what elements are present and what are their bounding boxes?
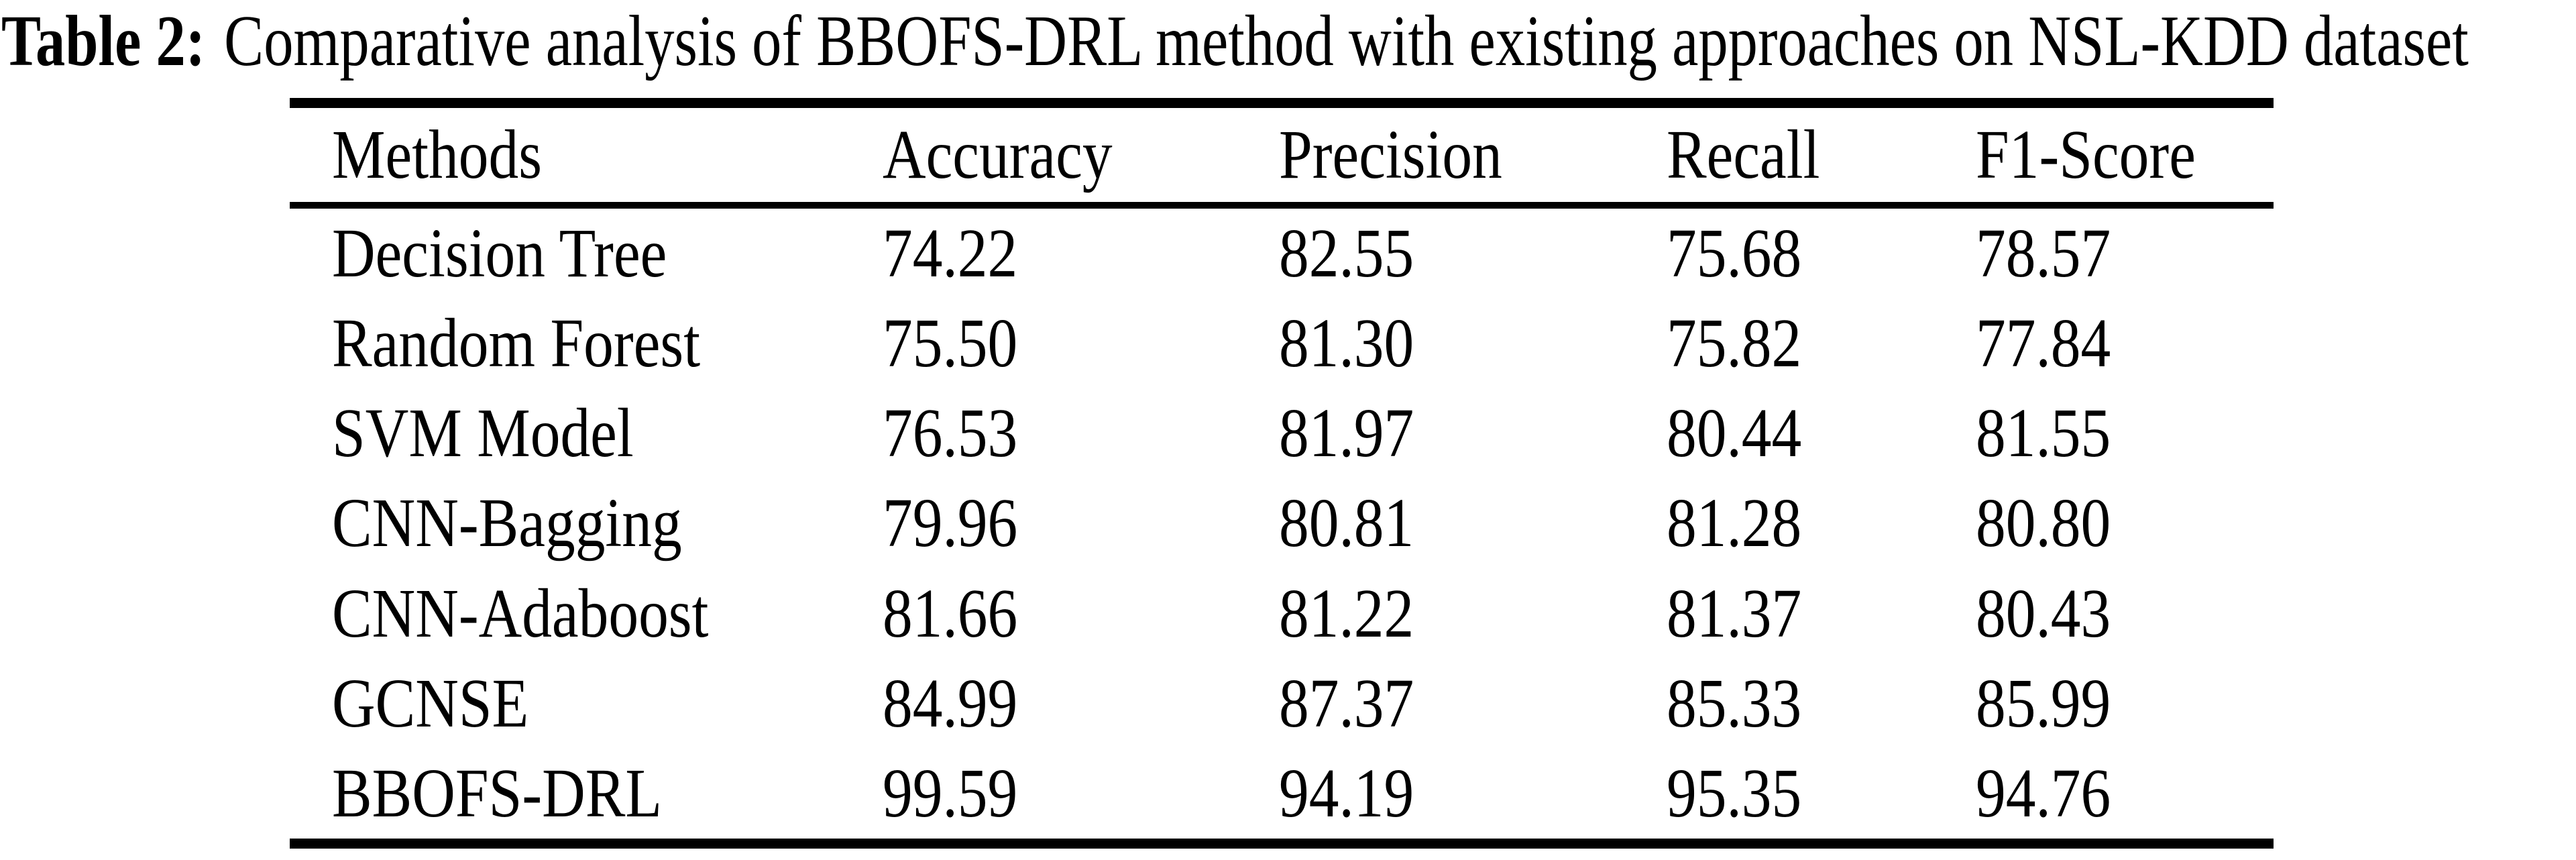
- column-header-precision: Precision: [1279, 116, 1502, 193]
- results-table: Methods Accuracy Precision Recall F1-Sco…: [290, 98, 2274, 849]
- table-row: CNN-Adaboost 81.66 81.22 81.37 80.43: [290, 569, 2274, 659]
- accuracy-cell: 81.66: [883, 574, 1018, 652]
- f1score-cell: 81.55: [1976, 394, 2111, 472]
- precision-cell: 94.19: [1279, 754, 1414, 832]
- precision-cell: 87.37: [1279, 664, 1414, 742]
- table-row: BBOFS-DRL 99.59 94.19 95.35 94.76: [290, 749, 2274, 839]
- f1score-cell: 80.43: [1976, 574, 2111, 652]
- table-row: Decision Tree 74.22 82.55 75.68 78.57: [290, 209, 2274, 299]
- precision-cell: 81.97: [1279, 394, 1414, 472]
- recall-cell: 75.82: [1667, 305, 1802, 382]
- accuracy-cell: 79.96: [883, 484, 1018, 562]
- method-cell: BBOFS-DRL: [332, 754, 663, 832]
- column-header-accuracy: Accuracy: [883, 116, 1113, 193]
- recall-cell: 81.28: [1667, 484, 1802, 562]
- table-row: CNN-Bagging 79.96 80.81 81.28 80.80: [290, 478, 2274, 568]
- table-body: Decision Tree 74.22 82.55 75.68 78.57 Ra…: [290, 209, 2274, 839]
- column-header-recall: Recall: [1667, 116, 1820, 193]
- f1score-cell: 94.76: [1976, 754, 2111, 832]
- precision-cell: 81.22: [1279, 574, 1414, 652]
- table-caption-text: Comparative analysis of BBOFS-DRL method…: [224, 1, 2469, 81]
- precision-cell: 80.81: [1279, 484, 1414, 562]
- recall-cell: 85.33: [1667, 664, 1802, 742]
- method-cell: CNN-Bagging: [332, 484, 682, 562]
- accuracy-cell: 75.50: [883, 305, 1018, 382]
- f1score-cell: 80.80: [1976, 484, 2111, 562]
- table-row: SVM Model 76.53 81.97 80.44 81.55: [290, 388, 2274, 478]
- f1score-cell: 77.84: [1976, 305, 2111, 382]
- accuracy-cell: 74.22: [883, 215, 1018, 292]
- f1score-cell: 85.99: [1976, 664, 2111, 742]
- table-row: Random Forest 75.50 81.30 75.82 77.84: [290, 299, 2274, 388]
- table-caption-label: Table 2:: [1, 1, 206, 81]
- accuracy-cell: 84.99: [883, 664, 1018, 742]
- precision-cell: 82.55: [1279, 215, 1414, 292]
- table-header-row: Methods Accuracy Precision Recall F1-Sco…: [290, 108, 2274, 209]
- recall-cell: 80.44: [1667, 394, 1802, 472]
- table-row: GCNSE 84.99 87.37 85.33 85.99: [290, 659, 2274, 749]
- method-cell: GCNSE: [332, 664, 529, 742]
- column-header-f1score: F1-Score: [1976, 116, 2196, 193]
- method-cell: Decision Tree: [332, 215, 667, 292]
- precision-cell: 81.30: [1279, 305, 1414, 382]
- column-header-methods: Methods: [332, 116, 543, 193]
- recall-cell: 75.68: [1667, 215, 1802, 292]
- recall-cell: 81.37: [1667, 574, 1802, 652]
- method-cell: SVM Model: [332, 394, 634, 472]
- accuracy-cell: 76.53: [883, 394, 1018, 472]
- accuracy-cell: 99.59: [883, 754, 1018, 832]
- f1score-cell: 78.57: [1976, 215, 2111, 292]
- recall-cell: 95.35: [1667, 754, 1802, 832]
- method-cell: CNN-Adaboost: [332, 574, 709, 652]
- method-cell: Random Forest: [332, 305, 701, 382]
- table-caption: Table 2: Comparative analysis of BBOFS-DR…: [1, 1, 2469, 82]
